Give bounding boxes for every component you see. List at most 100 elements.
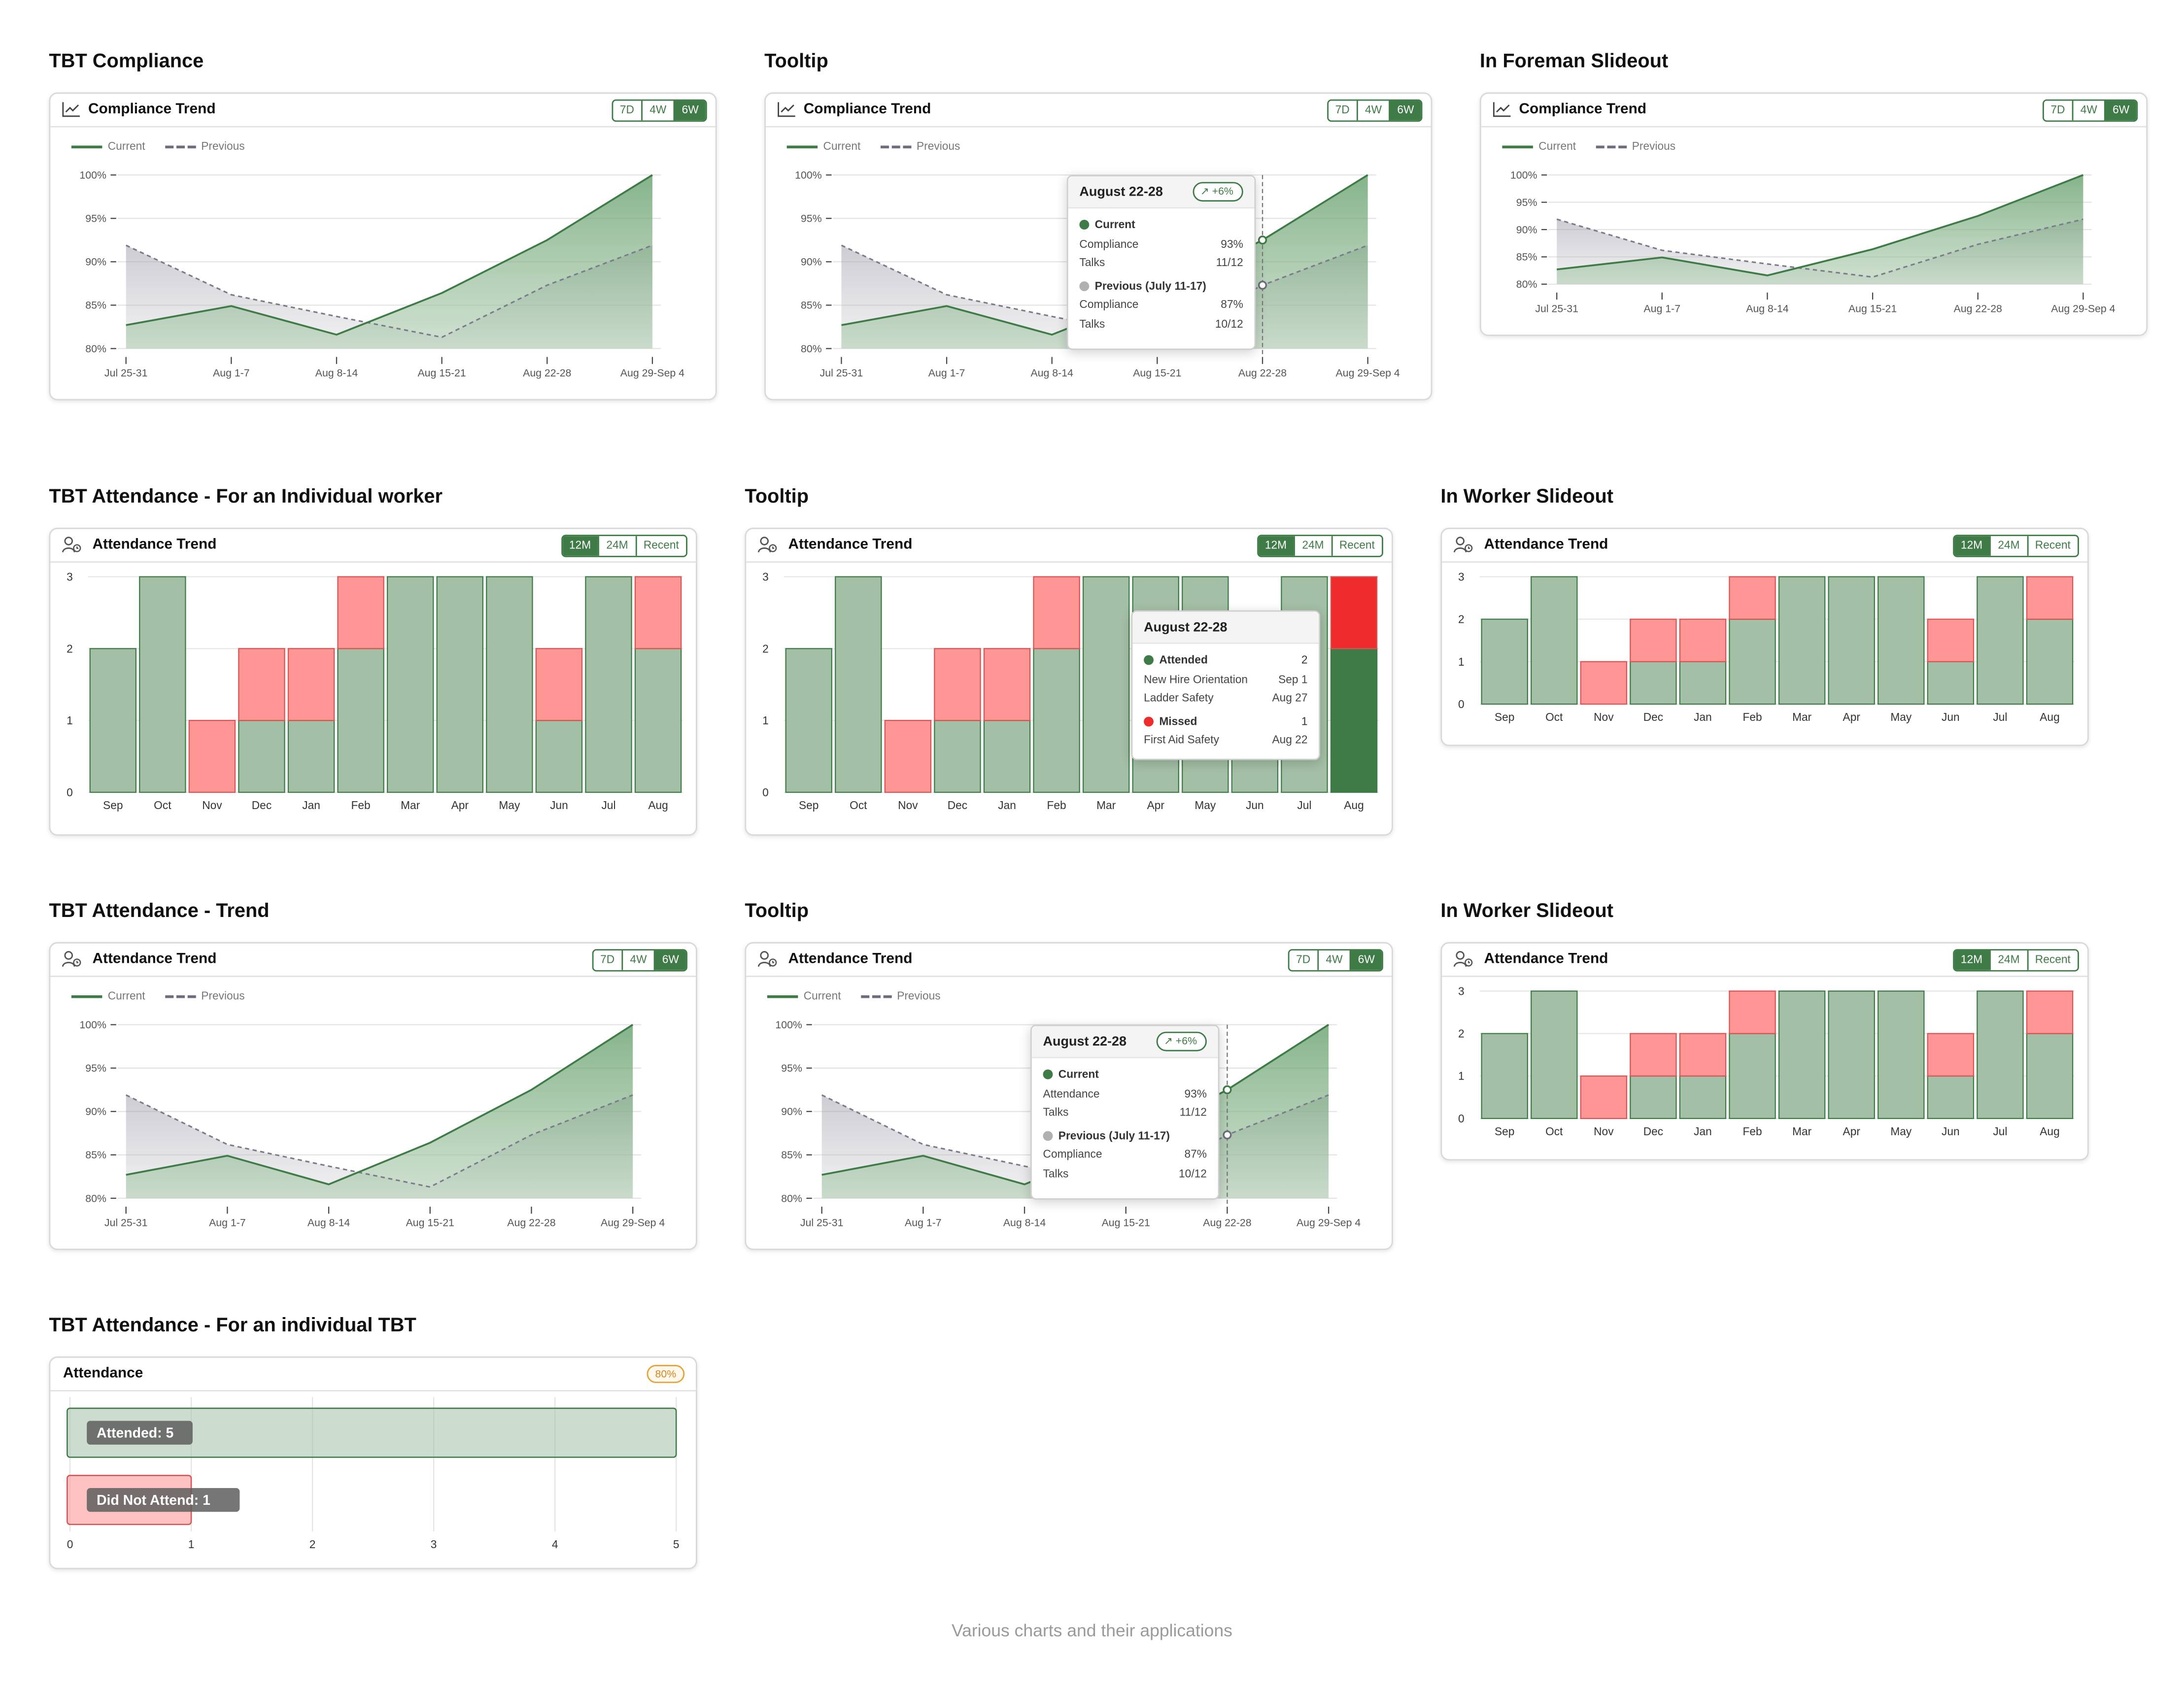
range-toggle[interactable]: 12M 24M Recent <box>1952 949 2079 972</box>
x-tick-label: Aug 8-14 <box>1746 303 1789 315</box>
range-4w[interactable]: 4W <box>621 950 654 970</box>
compliance-area-chart: 80% 85% 90% 95% 100% Jul 25-31 Aug 1-7 Aug 8-14… <box>1510 169 2116 315</box>
range-toggle[interactable]: 12M 24M Recent <box>1952 535 2079 557</box>
range-recent[interactable]: Recent <box>2026 536 2078 556</box>
range-7d[interactable]: 7D <box>593 950 622 970</box>
x-tick-label: Jul <box>1993 711 2007 723</box>
range-12m[interactable]: 12M <box>562 536 598 556</box>
range-recent[interactable]: Recent <box>2026 950 2078 970</box>
range-24m[interactable]: 24M <box>1989 536 2027 556</box>
metric-label: Compliance <box>1079 237 1139 250</box>
attended-bar <box>1531 990 1578 1119</box>
bar-label: Attended: 5 <box>97 1425 173 1441</box>
legend-current: Current <box>107 989 145 1003</box>
x-tick-label: May <box>499 799 520 812</box>
section-title-tooltip-3: Tooltip <box>745 898 809 921</box>
tooltip-header: August 22-28 ↗ +6% <box>1068 176 1255 209</box>
attended-bar <box>287 720 335 793</box>
attended-bar <box>1481 1033 1528 1119</box>
legend-current: Current <box>107 140 145 153</box>
prev-talks-label: Talks <box>1079 317 1105 330</box>
range-24m[interactable]: 24M <box>598 536 635 556</box>
x-tick-label: Jul 25-31 <box>800 1217 844 1229</box>
x-tick-label: Aug 1-7 <box>209 1217 246 1229</box>
attended-bar <box>1927 1075 1975 1119</box>
current-dot-icon <box>1079 220 1090 230</box>
card-title: Attendance Trend <box>92 950 217 968</box>
page-caption: Various charts and their applications <box>952 1621 1232 1641</box>
x-tick-label: Aug 29-Sep 4 <box>1336 367 1400 379</box>
range-recent[interactable]: Recent <box>635 536 686 556</box>
current-label: Current <box>1094 218 1135 231</box>
x-tick-label: Aug 29-Sep 4 <box>1297 1217 1361 1229</box>
attended-bar <box>238 720 285 793</box>
range-4w[interactable]: 4W <box>1356 101 1389 121</box>
range-toggle[interactable]: 7D 4W 6W <box>611 99 707 122</box>
range-toggle[interactable]: 7D 4W 6W <box>2042 99 2138 122</box>
x-tick-label: Jan <box>302 799 320 812</box>
legend-current: Current <box>803 989 841 1003</box>
range-12m[interactable]: 12M <box>1953 536 1990 556</box>
tooltip-current-row: Current <box>1032 1065 1218 1084</box>
x-tick-label: Jun <box>1942 1125 1960 1138</box>
change-badge: ↗ +6% <box>1157 1031 1207 1051</box>
range-toggle[interactable]: 12M 24M Recent <box>560 535 687 557</box>
talk-date: Aug 27 <box>1272 691 1308 705</box>
missed-bar <box>1580 1075 1628 1119</box>
range-4w[interactable]: 4W <box>1317 950 1350 970</box>
metric-value: 93% <box>1221 237 1243 250</box>
range-4w[interactable]: 4W <box>641 101 674 121</box>
x-tick-label: Apr <box>451 799 469 812</box>
previous-label: Previous (July 11-17) <box>1094 279 1206 292</box>
x-tick-label: May <box>1890 711 1912 723</box>
attendance-hbar-chart: 0 1 2 3 4 5 Attended: 5 Did Not Attend: 1 <box>67 1397 680 1551</box>
x-tick-label: Sep <box>799 799 819 812</box>
range-4w[interactable]: 4W <box>2072 101 2105 121</box>
attended-bar <box>1729 618 1776 705</box>
missed-bar <box>1679 1033 1727 1077</box>
range-12m[interactable]: 12M <box>1953 950 1990 970</box>
card-title: Attendance Trend <box>788 536 913 553</box>
previous-line <box>1556 218 2083 278</box>
chart-legend: Current Previous <box>786 140 960 153</box>
x-tick-label: Oct <box>1545 1125 1563 1138</box>
range-toggle[interactable]: 7D 4W 6W <box>1327 99 1423 122</box>
range-6w[interactable]: 6W <box>653 950 686 970</box>
range-12m[interactable]: 12M <box>1258 536 1294 556</box>
prev-metric-value: 87% <box>1184 1148 1207 1161</box>
range-toggle[interactable]: 12M 24M Recent <box>1256 535 1383 557</box>
card-header: Attendance Trend 7D 4W 6W <box>50 944 696 978</box>
range-24m[interactable]: 24M <box>1294 536 1331 556</box>
range-7d[interactable]: 7D <box>1289 950 1318 970</box>
range-toggle[interactable]: 7D 4W 6W <box>592 949 687 972</box>
attendance-monthly-tooltip-card: Attendance Trend 12M 24M Recent 0 1 2 3 Sep O… <box>745 528 1393 836</box>
range-6w[interactable]: 6W <box>1349 950 1382 970</box>
range-6w[interactable]: 6W <box>2104 101 2137 121</box>
missed-bar <box>634 576 682 649</box>
card-header: Attendance 80% <box>50 1358 696 1391</box>
y-tick-label: 0 <box>1458 698 1465 711</box>
range-recent[interactable]: Recent <box>1331 536 1382 556</box>
range-toggle[interactable]: 7D 4W 6W <box>1288 949 1383 972</box>
bar-label: Did Not Attend: 1 <box>97 1492 210 1508</box>
x-tick-label: Feb <box>351 799 371 812</box>
attended-bar <box>2026 618 2074 705</box>
prev-metric-label: Compliance <box>1079 298 1139 311</box>
legend-current-swatch <box>71 995 102 998</box>
range-7d[interactable]: 7D <box>2044 101 2072 121</box>
section-title-attendance-trend: TBT Attendance - Trend <box>49 898 270 921</box>
missed-bar <box>188 720 236 793</box>
card-title: Compliance Trend <box>88 101 216 118</box>
talks-label: Talks <box>1043 1106 1069 1118</box>
range-24m[interactable]: 24M <box>1989 950 2027 970</box>
range-6w[interactable]: 6W <box>673 101 706 121</box>
range-6w[interactable]: 6W <box>1389 101 1421 121</box>
talks-label: Talks <box>1079 256 1105 269</box>
range-7d[interactable]: 7D <box>613 101 642 121</box>
missed-bar <box>884 720 932 793</box>
chart-legend: Current Previous <box>1502 140 1675 153</box>
compliance-trend-tooltip-card: Compliance Trend 7D 4W 6W Current Previo… <box>764 92 1433 401</box>
range-7d[interactable]: 7D <box>1328 101 1357 121</box>
missed-bar <box>535 648 583 721</box>
attendance-trend-tooltip: August 22-28 ↗ +6% Current Attendance 93%… <box>1030 1024 1220 1200</box>
